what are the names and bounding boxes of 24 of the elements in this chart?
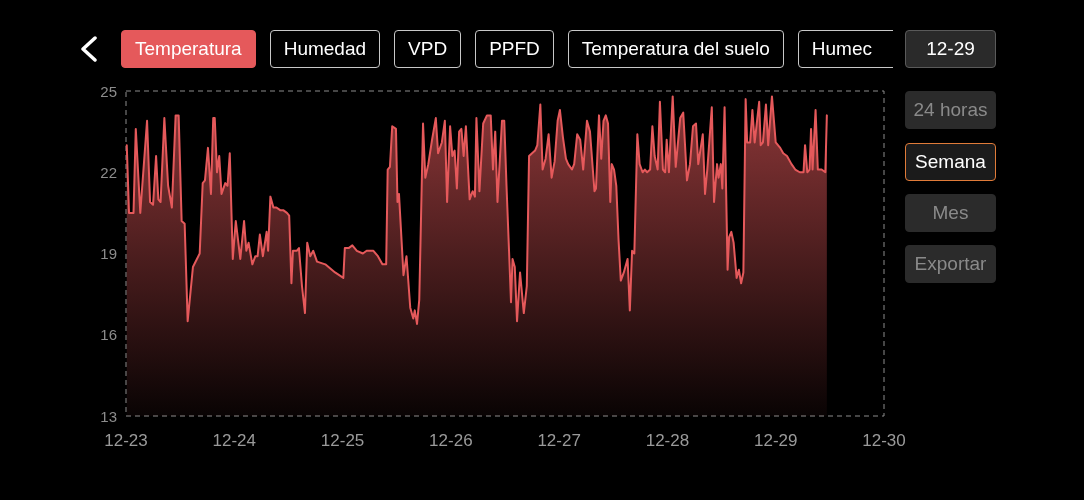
x-tick-label: 12-25 <box>320 431 365 450</box>
text: 24 horas <box>905 91 996 129</box>
x-tick-label: 12-23 <box>104 431 148 450</box>
x-tick-label: 12-28 <box>645 431 690 450</box>
x-tick-label: 12-30 <box>862 431 906 450</box>
text: Humedad <box>269 30 381 68</box>
text: Humec <box>811 38 873 59</box>
text: PPFD <box>475 30 554 68</box>
y-tick-label: 16 <box>100 326 117 344</box>
text: Exportar <box>905 245 996 283</box>
x-tick-label: 12-26 <box>429 431 473 450</box>
x-tick-label: 12-27 <box>537 431 581 450</box>
y-tick-label: 25 <box>100 82 117 100</box>
chart-title: Temperatura <box>121 30 256 68</box>
y-tick-label: 22 <box>100 163 117 181</box>
text: Semana <box>905 143 996 181</box>
y-tick-label: 19 <box>100 245 117 262</box>
text: Temperatura del suelo <box>567 30 784 68</box>
x-tick-label: 12-29 <box>753 431 798 450</box>
text: Mes <box>905 194 996 232</box>
y-tick-label: 13 <box>100 407 117 425</box>
text: 12-29 <box>905 30 996 68</box>
x-tick-label: 12-24 <box>212 431 257 450</box>
text: VPD <box>394 30 462 68</box>
